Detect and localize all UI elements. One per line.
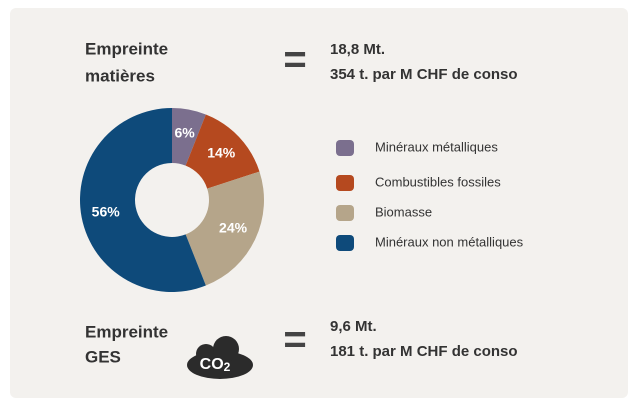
equals: = [283,38,306,82]
value-label: 6% [175,124,196,140]
co2-cloud: CO2 [187,336,253,379]
title: matières [85,66,155,85]
title: GES [85,347,121,366]
legend-label: Minéraux métalliques [375,139,498,154]
legend-icon [336,175,354,191]
value: 354 t. par M CHF de conso [330,66,518,83]
value: 181 t. par M CHF de conso [330,343,518,360]
slice [185,114,260,189]
slice [172,108,206,166]
title: Empreinte [85,39,168,58]
slice [185,171,264,286]
legend-icon [336,235,354,251]
equals: = [283,318,306,362]
value: 9,6 Mt. [330,318,377,335]
value-label: 56% [92,203,121,219]
legend-label: Combustibles fossiles [375,174,501,189]
legend-label: Minéraux non métalliques [375,234,524,249]
legend-icon [336,205,354,221]
panel [10,8,628,398]
legend-label: Biomasse [375,204,432,219]
value-label: 24% [219,219,248,235]
value: 18,8 Mt. [330,41,385,58]
slice [79,108,206,293]
title: Empreinte [85,322,168,341]
legend-icon [336,140,354,156]
value-label: 14% [207,144,236,160]
badge: CO2 [200,356,231,374]
